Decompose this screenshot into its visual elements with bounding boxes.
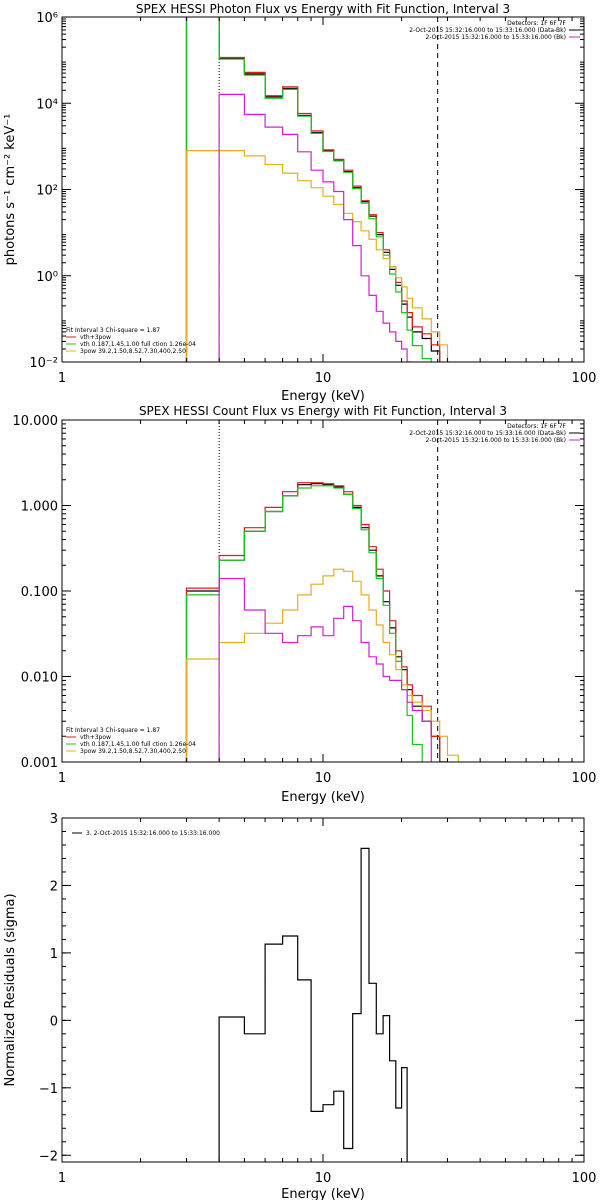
series-3pow-line [185,568,459,762]
y-tick-label: 10⁶ [36,11,58,26]
series-vth-line [185,485,423,762]
chart-title: SPEX HESSI Count Flux vs Energy with Fit… [139,404,507,418]
legend-top-line: 2-Oct-2015 15:32:16.000 to 15:33:16.000 … [409,27,566,34]
x-axis-label: Energy (keV) [281,790,365,805]
y-tick-label: −2 [39,1149,58,1164]
y-axis-label: Normalized Residuals (sigma) [3,893,18,1086]
y-tick-label: 10⁰ [36,270,58,285]
legend-top-line: 2-Oct-2015 15:32:16.000 to 15:33:16.000 … [426,34,567,41]
x-tick-label: 10 [315,371,332,386]
y-tick-label: 10⁴ [36,97,58,112]
y-tick-label: 10.000 [13,414,59,429]
y-tick-label: 1 [50,947,58,962]
legend-bottom-line: vth+3pow [80,734,111,741]
y-tick-label: 0.100 [21,585,58,600]
y-tick-label: 0 [50,1014,58,1029]
series-bk-line [218,93,413,362]
series-3pow-line [185,150,449,362]
data-series-group [185,17,449,362]
legend-bottom-line: vth 0.187,1.45,1.00 full ction 1.26e-04 [80,341,196,348]
data-series-group [185,482,459,762]
count-flux-plot: SPEX HESSI Count Flux vs Energy with Fit… [13,404,597,805]
legend-top-line: Detectors: 1F 6F 7F [507,423,566,430]
x-axis-label: Energy (keV) [281,1187,365,1200]
chart-title: SPEX HESSI Photon Flux vs Energy with Fi… [136,2,510,16]
y-tick-label: 10² [36,184,58,199]
x-tick-label: 100 [572,771,597,786]
series-bk-line [218,577,432,762]
x-tick-label: 100 [572,371,597,386]
x-tick-label: 1 [58,371,66,386]
plot-frame [61,419,585,763]
y-tick-label: 10⁻² [29,356,58,371]
y-tick-label: 0.010 [21,671,58,686]
legend-bottom-line: vth+3pow [80,334,111,341]
legend-top-line: 2-Oct-2015 15:32:16.000 to 15:33:16.000 … [426,437,567,444]
legend-bottom-line: 3pow 39.2,1.50,8.52,7.30,400,2.50 [80,348,186,355]
y-tick-label: −1 [39,1082,58,1097]
y-tick-label: 0.001 [21,756,58,771]
y-tick-label: 3 [50,812,58,827]
legend-bottom-line: 3pow 39.2,1.50,8.52,7.30,400,2.50 [80,748,186,755]
series-vth-line [185,17,432,362]
legend-top-line: 2-Oct-2015 15:32:16.000 to 15:33:16.000 … [409,430,566,437]
legend-bottom-line: Fit Interval 3 Chi-square = 1.87 [66,727,160,734]
y-tick-label: 1.000 [21,500,58,515]
data-series-group [218,847,408,1162]
legend-bottom-line: Fit Interval 3 Chi-square = 1.87 [66,327,160,334]
photon-flux-plot: SPEX HESSI Photon Flux vs Energy with Fi… [3,2,596,404]
y-axis-label: photons s⁻¹ cm⁻² keV⁻¹ [3,114,18,266]
legend-top-line: Detectors: 1F 6F 7F [507,20,566,27]
x-tick-label: 10 [315,1171,332,1186]
x-axis-label: Energy (keV) [281,389,365,404]
x-tick-label: 10 [315,771,332,786]
y-tick-label: 2 [50,879,58,894]
x-tick-label: 1 [58,771,66,786]
x-tick-label: 1 [58,1171,66,1186]
series-3-2-oct-2015-15-32-16-000-to-15-33-16-000-line [218,847,408,1162]
legend-bottom-line: vth 0.187,1.45,1.00 full ction 1.26e-04 [80,741,196,748]
series-vth-3pow-line [185,482,448,762]
residuals-plot: 1 10 100 −2 −1 0 1 2 3 Energy (keV) Normalized Res… [3,812,596,1200]
legend-top-line: 3. 2-Oct-2015 15:32:16.000 to 15:33:16.0… [86,830,220,837]
series-data-bk-line [185,483,448,762]
x-tick-label: 100 [572,1171,597,1186]
